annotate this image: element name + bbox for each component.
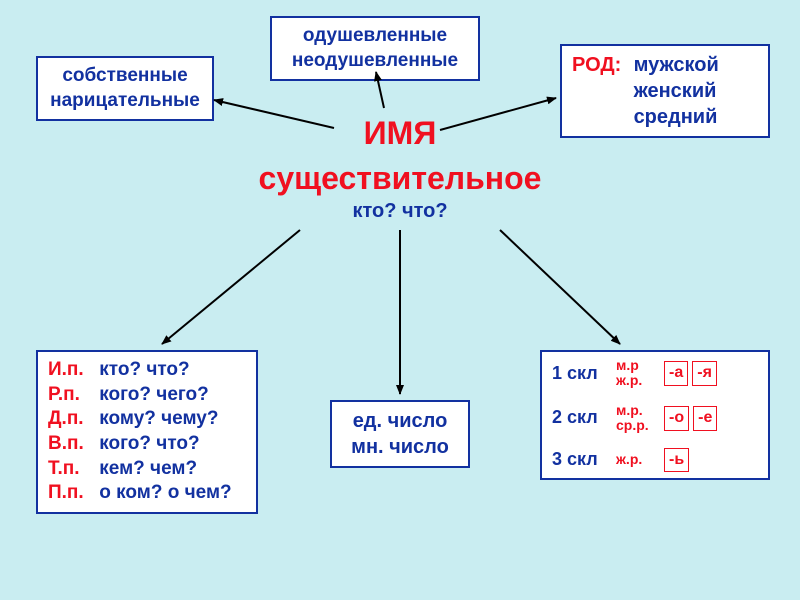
declension-row: 2 склм.р.ср.р.-о-е [552, 403, 758, 434]
box-animate: одушевленные неодушевленные [270, 16, 480, 81]
declension-genders: м.рж.р. [616, 358, 660, 389]
label-inanimate: неодушевленные [282, 49, 468, 74]
arrow [500, 230, 620, 344]
declension-row: 3 склж.р. -ь [552, 448, 758, 473]
case-row: Т.п. кем? чем? [48, 457, 246, 482]
label-singular: ед. число [342, 408, 458, 434]
box-cases: И.п. кто? что?Р.п. кого? чего?Д.п. кому?… [36, 350, 258, 514]
label-common: нарицательные [48, 89, 202, 114]
case-questions: кого? чего? [94, 384, 209, 405]
case-questions: кем? чем? [94, 458, 197, 479]
case-prefix: В.п. [48, 432, 94, 457]
label-gender: РОД: [572, 52, 628, 78]
box-number: ед. число мн. число [330, 400, 470, 468]
declension-row: 1 склм.рж.р.-а-я [552, 358, 758, 389]
case-questions: кто? что? [94, 359, 190, 380]
declension-number: 1 скл [552, 362, 616, 385]
declension-ending: -е [693, 406, 717, 431]
declension-ending: -о [664, 406, 689, 431]
declension-number: 3 скл [552, 448, 616, 471]
title-sub: кто? что? [0, 200, 800, 223]
box-proper-common: собственные нарицательные [36, 56, 214, 121]
case-prefix: П.п. [48, 481, 94, 506]
case-questions: о ком? о чем? [94, 482, 232, 503]
case-questions: кому? чему? [94, 408, 218, 429]
label-animate: одушевленные [282, 24, 468, 49]
declension-number: 2 скл [552, 406, 616, 429]
case-prefix: Т.п. [48, 457, 94, 482]
gender-n: средний [634, 104, 719, 130]
case-row: Д.п. кому? чему? [48, 407, 246, 432]
case-prefix: И.п. [48, 358, 94, 383]
gender-values: мужской женский средний [634, 52, 719, 130]
diagram-root: ИМЯ существительное кто? что? собственны… [0, 0, 800, 600]
label-plural: мн. число [342, 434, 458, 460]
declension-genders: ж.р. [616, 452, 660, 467]
case-row: П.п. о ком? о чем? [48, 481, 246, 506]
title-line2: существительное [0, 160, 800, 197]
box-gender: РОД: мужской женский средний [560, 44, 770, 138]
case-row: В.п. кого? что? [48, 432, 246, 457]
case-prefix: Д.п. [48, 407, 94, 432]
case-row: Р.п. кого? чего? [48, 383, 246, 408]
gender-m: мужской [634, 52, 719, 78]
case-prefix: Р.п. [48, 383, 94, 408]
case-row: И.п. кто? что? [48, 358, 246, 383]
case-questions: кого? что? [94, 433, 200, 454]
declension-ending: -ь [664, 448, 689, 473]
gender-f: женский [634, 78, 719, 104]
label-proper: собственные [48, 64, 202, 89]
arrow [162, 230, 300, 344]
declension-genders: м.р.ср.р. [616, 403, 660, 434]
declension-ending: -я [692, 361, 717, 386]
declension-ending: -а [664, 361, 688, 386]
box-declensions: 1 склм.рж.р.-а-я 2 склм.р.ср.р.-о-е 3 склж… [540, 350, 770, 480]
